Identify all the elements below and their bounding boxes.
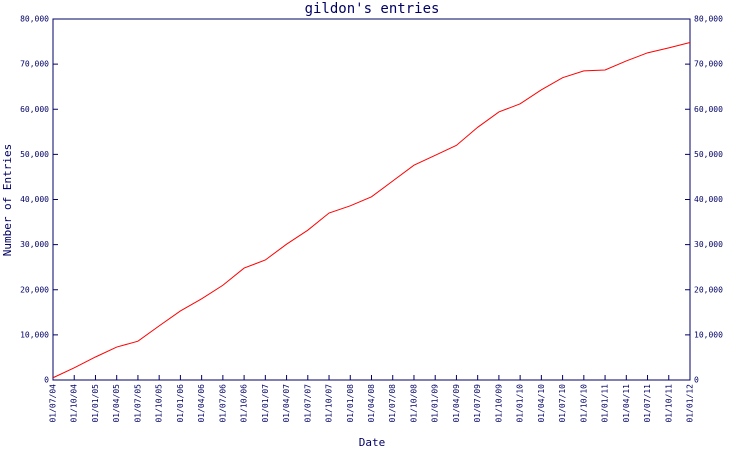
x-tick-label: 01/07/07 <box>303 384 312 423</box>
x-tick-label: 01/01/11 <box>601 384 610 423</box>
y2-tick-label: 80,000 <box>694 15 723 24</box>
y2-tick-label: 70,000 <box>694 60 723 69</box>
y2-tick-label: 20,000 <box>694 285 723 294</box>
chart-title: gildon's entries <box>305 1 440 17</box>
x-tick-label: 01/01/07 <box>261 384 270 423</box>
x-tick-label: 01/01/06 <box>176 384 185 423</box>
y2-tick-label: 0 <box>694 376 699 385</box>
y-tick-label: 50,000 <box>20 150 49 159</box>
y-axis-title: Number of Entries <box>1 144 14 257</box>
x-tick-label: 01/01/10 <box>516 384 525 423</box>
x-tick-label: 01/04/07 <box>282 384 291 423</box>
y2-tick-label: 30,000 <box>694 240 723 249</box>
y-tick-label: 20,000 <box>20 285 49 294</box>
x-tick-label: 01/04/05 <box>112 384 121 423</box>
x-tick-label: 01/01/12 <box>686 384 695 423</box>
x-tick-label: 01/01/09 <box>431 384 440 423</box>
x-tick-label: 01/04/11 <box>622 384 631 423</box>
x-tick-label: 01/01/05 <box>91 384 100 423</box>
y-tick-label: 10,000 <box>20 330 49 339</box>
y-tick-label: 70,000 <box>20 60 49 69</box>
x-tick-label: 01/07/11 <box>643 384 652 423</box>
x-tick-label: 01/07/04 <box>49 384 58 423</box>
plot-frame <box>52 18 691 381</box>
x-tick-label: 01/10/10 <box>579 384 588 423</box>
y2-tick-label: 40,000 <box>694 195 723 204</box>
y2-tick-label: 60,000 <box>694 105 723 114</box>
y-tick-label: 40,000 <box>20 195 49 204</box>
x-tick-label: 01/07/06 <box>218 384 227 423</box>
x-tick-label: 01/10/06 <box>240 384 249 423</box>
x-tick-label: 01/10/08 <box>409 384 418 423</box>
y-tick-label: 0 <box>44 376 49 385</box>
x-tick-label: 01/10/07 <box>325 384 334 423</box>
y-tick-label: 80,000 <box>20 15 49 24</box>
x-tick-label: 01/10/11 <box>664 384 673 423</box>
x-tick-label: 01/04/06 <box>197 384 206 423</box>
x-tick-label: 01/07/09 <box>473 384 482 423</box>
x-tick-label: 01/04/10 <box>537 384 546 423</box>
x-tick-label: 01/04/09 <box>452 384 461 423</box>
y-tick-label: 60,000 <box>20 105 49 114</box>
y2-tick-label: 10,000 <box>694 330 723 339</box>
x-tick-label: 01/10/04 <box>70 384 79 423</box>
x-axis-title: Date <box>359 436 386 449</box>
y-tick-label: 30,000 <box>20 240 49 249</box>
y2-tick-label: 50,000 <box>694 150 723 159</box>
x-tick-label: 01/01/08 <box>346 384 355 423</box>
x-tick-label: 01/04/08 <box>367 384 376 423</box>
x-tick-label: 01/07/05 <box>133 384 142 423</box>
x-tick-label: 01/10/09 <box>494 384 503 423</box>
x-tick-label: 01/07/10 <box>558 384 567 423</box>
x-tick-label: 01/07/08 <box>388 384 397 423</box>
data-line <box>52 41 691 379</box>
x-tick-label: 01/10/05 <box>155 384 164 423</box>
